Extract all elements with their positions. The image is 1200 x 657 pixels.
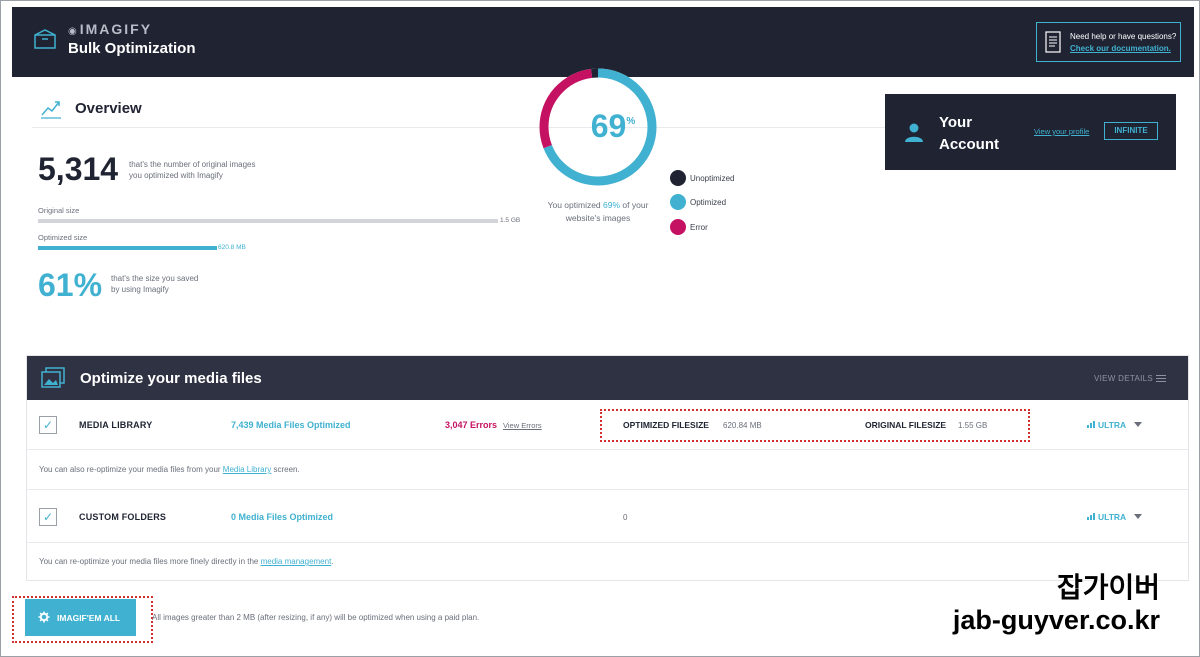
optimized-size-bar: [38, 246, 217, 250]
donut-segment-error: [539, 68, 657, 186]
legend-label-error: Error: [690, 223, 708, 232]
original-size-bar: [38, 219, 498, 223]
user-icon: [905, 123, 923, 142]
legend-dot-unoptimized: [670, 170, 686, 186]
original-filesize-label: ORIGINAL FILESIZE: [865, 420, 947, 430]
donut-center-value: 69%: [590, 108, 636, 144]
media-library-errors: 3,047 Errors: [445, 420, 498, 430]
legend-item-error: Error: [670, 219, 780, 235]
media-library-checkbox[interactable]: ✓: [39, 416, 57, 434]
media-library-note: You can also re-optimize your media file…: [39, 465, 300, 474]
optimize-title: Optimize your media files: [80, 370, 262, 387]
count-desc-line-2: you optimized with Imagify: [129, 171, 223, 180]
menu-icon: [1156, 375, 1166, 382]
count-desc-line-1: that's the number of original images: [129, 160, 256, 169]
optimize-panel: Optimize your media files VIEW DETAILS ✓…: [26, 355, 1189, 581]
custom-folders-row: ✓ CUSTOM FOLDERS 0 Media Files Optimized…: [27, 490, 1188, 543]
optimize-header: Optimize your media files VIEW DETAILS: [27, 356, 1188, 400]
caption-line-1: You optimized 69% of your: [547, 200, 649, 210]
plan-button[interactable]: INFINITE: [1104, 122, 1158, 140]
legend-item-unoptimized: Unoptimized: [670, 170, 780, 186]
view-profile-link[interactable]: View your profile: [1034, 127, 1090, 136]
account-panel: Your Account View your profile INFINITE: [885, 94, 1176, 170]
donut-segment-unoptimized: [539, 68, 657, 186]
documentation-link[interactable]: Check our documentation.: [1070, 44, 1171, 53]
optimized-filesize-value: 620.84 MB: [723, 421, 762, 430]
original-size-value: 1.5 GB: [500, 217, 521, 224]
optimization-donut-chart: [539, 68, 657, 186]
custom-folders-note-row: You can re-optimize your media files mor…: [27, 543, 1188, 581]
media-library-title: MEDIA LIBRARY: [79, 420, 153, 430]
legend-dot-error: [670, 219, 686, 235]
account-title-line-1: Your: [939, 114, 973, 131]
legend-dot-optimized: [670, 194, 686, 210]
saved-desc-line-1: that's the size you saved: [111, 274, 199, 283]
donut-caption: You optimized 69% of your website's imag…: [538, 199, 658, 225]
signal-bars-icon: [1087, 421, 1095, 428]
caption-line-2: website's images: [565, 213, 631, 223]
box-icon: [34, 29, 56, 49]
view-details-button[interactable]: VIEW DETAILS: [1094, 374, 1166, 383]
view-details-label: VIEW DETAILS: [1093, 374, 1153, 383]
divider: [32, 127, 897, 128]
account-title-line-2: Account: [939, 136, 999, 153]
page-title: Bulk Optimization: [68, 40, 196, 57]
count-description: that's the number of original images you…: [129, 159, 255, 181]
signal-bars-icon: [1087, 513, 1095, 520]
imagify-all-label: IMAGIF'EM ALL: [57, 613, 121, 623]
chevron-down-icon: [1134, 514, 1143, 519]
media-library-level-select[interactable]: ULTRA: [1087, 420, 1143, 430]
document-icon: [1045, 31, 1061, 53]
filesize-highlight-box: [600, 409, 1030, 442]
media-library-level-label: ULTRA: [1098, 420, 1127, 430]
legend-label-unoptimized: Unoptimized: [690, 174, 735, 183]
gear-icon: [38, 611, 50, 623]
account-title: Your Account: [939, 112, 999, 156]
legend-item-optimized: Optimized: [670, 194, 780, 210]
button-highlight-box: [12, 596, 153, 643]
optimized-count: 5,314: [38, 151, 119, 187]
optimized-filesize-label: OPTIMIZED FILESIZE: [623, 420, 709, 430]
optimized-size-value: 620.8 MB: [218, 244, 246, 251]
chart-line-icon: [41, 101, 61, 119]
paid-plan-note: All images greater than 2 MB (after resi…: [152, 613, 480, 622]
media-library-count: 7,439 Media Files Optimized: [231, 420, 351, 430]
optimized-size-label: Optimized size: [38, 233, 88, 242]
watermark-url: jab-guyver.co.kr: [952, 605, 1160, 635]
original-size-label: Original size: [38, 206, 80, 215]
chevron-down-icon: [1134, 422, 1143, 427]
media-library-link[interactable]: Media Library: [222, 465, 272, 474]
view-errors-link[interactable]: View Errors: [503, 421, 542, 430]
help-text: Need help or have questions? Check our d…: [1070, 32, 1177, 53]
saved-percentage: 61%: [38, 267, 103, 303]
media-library-note-row: You can also re-optimize your media file…: [27, 450, 1188, 490]
imagify-all-button[interactable]: IMAGIF'EM ALL: [25, 599, 136, 636]
original-filesize-value: 1.55 GB: [958, 421, 988, 430]
overview-title: Overview: [75, 100, 142, 117]
media-library-row: ✓ MEDIA LIBRARY 7,439 Media Files Optimi…: [27, 400, 1188, 450]
saved-desc-line-2: by using Imagify: [111, 285, 169, 294]
help-box: Need help or have questions? Check our d…: [1036, 22, 1181, 62]
saved-description: that's the size you saved by using Imagi…: [111, 273, 198, 295]
page-header: ◉ IMAGIFY Bulk Optimization Need help or …: [12, 7, 1194, 77]
legend-label-optimized: Optimized: [690, 198, 727, 207]
watermark-korean: 잡가이버: [1056, 572, 1160, 603]
custom-folders-level-label: ULTRA: [1098, 512, 1127, 522]
images-icon: [41, 367, 65, 388]
custom-folders-value: 0: [623, 513, 628, 522]
custom-folders-count: 0 Media Files Optimized: [231, 512, 334, 522]
custom-folders-checkbox[interactable]: ✓: [39, 508, 57, 526]
brand-logo: ◉ IMAGIFY: [68, 21, 153, 37]
custom-folders-title: CUSTOM FOLDERS: [79, 512, 167, 522]
custom-folders-level-select[interactable]: ULTRA: [1087, 512, 1143, 522]
media-management-link[interactable]: media management: [260, 557, 332, 566]
custom-folders-note: You can re-optimize your media files mor…: [39, 557, 334, 566]
